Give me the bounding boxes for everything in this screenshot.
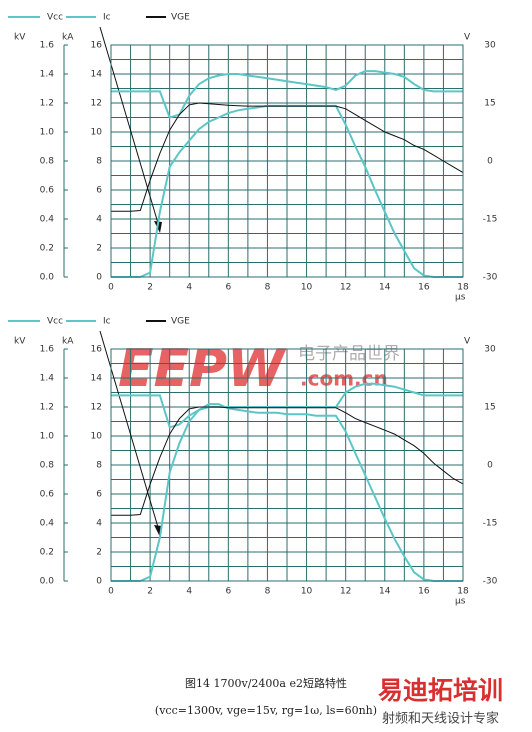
x-tick-label: 2 [147,587,153,597]
y-tick-label: 1.6 [40,41,55,51]
legend-label: Ic [103,317,111,327]
y3-tick-label: 6 [96,186,102,196]
y3-axis-label: kA [62,33,74,43]
y3-tick-label: 14 [91,374,103,384]
watermark-slogan: 射频和天线设计专家 [382,711,499,727]
y3-tick-label: 8 [96,157,102,167]
series-line [111,102,464,212]
y3-tick-label: 16 [91,345,103,355]
y3-tick-label: 10 [91,128,103,138]
x-tick-label: 6 [225,587,231,597]
y3-axis-label: kA [62,337,74,347]
y-tick-label: 0.4 [40,215,55,225]
x-tick-label: 8 [265,283,271,293]
y-axis-label: kV [14,337,26,347]
y-tick-label: 1.0 [40,432,55,442]
y3-tick-label: 0 [96,273,102,283]
x-axis-label: µs [455,597,466,607]
y-tick-label: 0.2 [40,548,54,558]
y3-tick-label: 2 [96,548,102,558]
x-tick-label: 12 [340,587,351,597]
legend-label: VGE [171,317,190,327]
y2-tick-label: -30 [483,577,498,587]
x-tick-label: 18 [457,587,469,597]
x-tick-label: 14 [379,283,391,293]
x-tick-label: 16 [418,283,430,293]
y2-axis-label: V [464,337,471,347]
y3-tick-label: 4 [96,215,102,225]
watermark-brand: EEPW [118,339,287,399]
plot-frame [110,348,464,582]
y3-tick-label: 14 [91,70,103,80]
x-tick-label: 6 [225,283,231,293]
y-tick-label: 1.0 [40,128,55,138]
y-tick-label: 0.0 [40,273,55,283]
arrow [99,330,161,535]
y3-tick-label: 2 [96,244,102,254]
y3-tick-label: 12 [91,99,102,109]
y2-tick-label: 0 [487,461,493,471]
x-tick-label: 8 [265,587,271,597]
x-tick-label: 14 [379,587,391,597]
y-tick-label: 0.8 [40,157,55,167]
series-line [111,70,463,119]
y3-tick-label: 0 [96,577,102,587]
series-line [111,406,464,516]
y2-tick-label: 30 [484,345,496,355]
x-tick-label: 4 [186,587,192,597]
caption-title: 图14 1700v/2400a e2短路特性 [185,676,347,690]
y2-tick-label: 15 [484,403,495,413]
y3-tick-label: 16 [91,41,103,51]
y2-tick-label: -15 [483,215,498,225]
y-tick-label: 1.2 [40,403,54,413]
y-tick-label: 1.4 [40,70,55,80]
y-tick-label: 0.0 [40,577,55,587]
legend-label: Vcc [47,13,63,23]
y-tick-label: 0.4 [40,519,55,529]
y-tick-label: 0.8 [40,461,55,471]
x-tick-label: 18 [457,283,469,293]
y2-tick-label: -15 [483,519,498,529]
y3-tick-label: 6 [96,490,102,500]
y-tick-label: 1.4 [40,374,55,384]
caption-conditions: (vcc=1300v, vge=15v, rg=1ω, ls=60nh) [155,704,377,717]
x-tick-label: 0 [108,283,114,293]
x-tick-label: 0 [108,587,114,597]
y2-tick-label: -30 [483,273,498,283]
y-tick-label: 1.6 [40,345,55,355]
y3-tick-label: 10 [91,432,103,442]
y2-tick-label: 15 [484,99,495,109]
x-tick-label: 10 [301,283,313,293]
y3-tick-label: 8 [96,461,102,471]
y-tick-label: 0.6 [40,490,55,500]
x-tick-label: 16 [418,587,430,597]
y2-axis-label: V [464,33,471,43]
y3-tick-label: 12 [91,403,102,413]
plot-frame [110,44,464,278]
x-tick-label: 12 [340,283,351,293]
y-tick-label: 1.2 [40,99,54,109]
series-line [111,382,463,429]
y3-tick-label: 4 [96,519,102,529]
y-axis-label: kV [14,33,26,43]
legend-label: Vcc [47,317,63,327]
y2-tick-label: 30 [484,41,496,51]
x-axis-label: µs [455,293,466,303]
arrow [99,26,161,231]
y-tick-label: 0.6 [40,186,55,196]
series-line [111,403,463,582]
y2-tick-label: 0 [487,157,493,167]
x-tick-label: 2 [147,283,153,293]
x-tick-label: 4 [186,283,192,293]
legend-label: VGE [171,13,190,23]
y-tick-label: 0.2 [40,244,54,254]
x-tick-label: 10 [301,587,313,597]
legend-label: Ic [103,13,111,23]
watermark-training: 易迪拓培训 [378,676,503,705]
